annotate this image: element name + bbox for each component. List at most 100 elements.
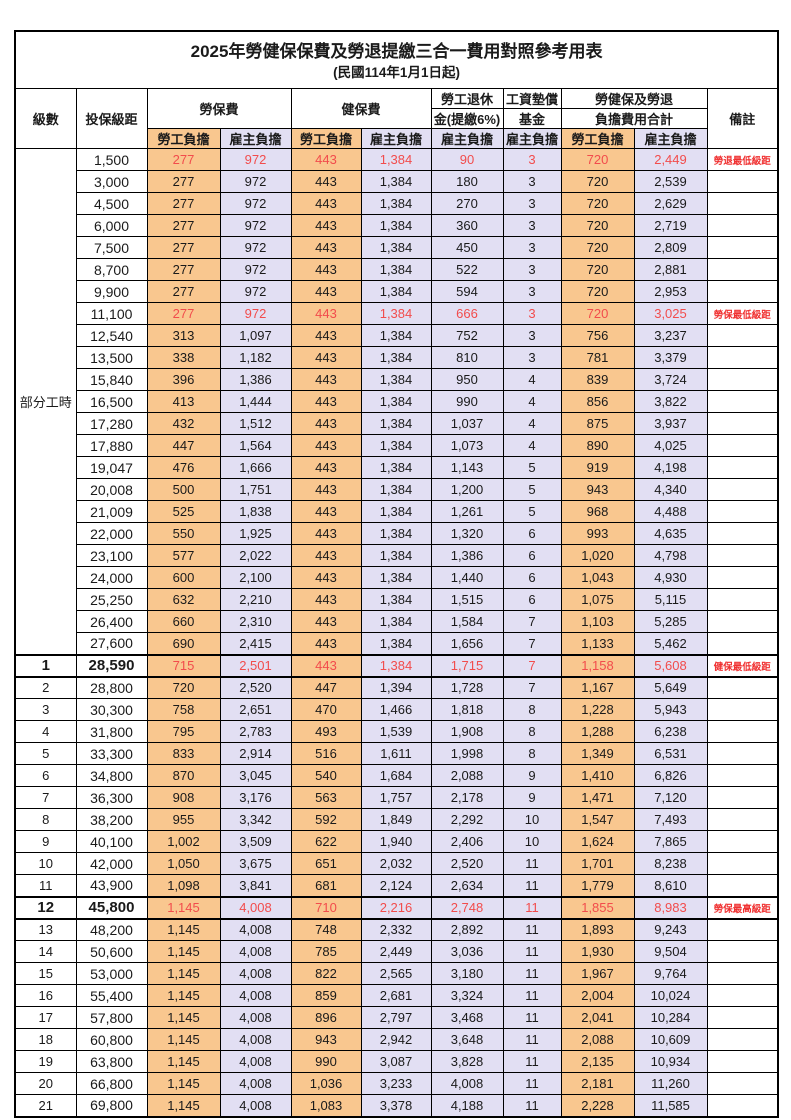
- labor-ins-employer-cell: 972: [219, 258, 292, 281]
- remark-cell: [706, 236, 779, 259]
- pension-employer-cell: 1,728: [430, 676, 504, 699]
- pension-employer-cell: 1,200: [430, 478, 504, 501]
- table-row: 13 48,200 1,145 4,008 748 2,332 2,892 11 1,893 9,…: [14, 918, 779, 941]
- total-employer-cell: 5,115: [633, 588, 708, 611]
- bracket-cell: 60,800: [75, 1028, 148, 1051]
- health-ins-employee-cell: 443: [290, 192, 362, 215]
- health-ins-employer-cell: 1,384: [360, 302, 432, 325]
- total-employer-cell: 10,284: [633, 1006, 708, 1029]
- labor-ins-employer-cell: 4,008: [219, 1050, 292, 1073]
- total-employee-cell: 2,088: [560, 1028, 635, 1051]
- total-employer-cell: 10,024: [633, 984, 708, 1007]
- labor-ins-employer-cell: 4,008: [219, 1028, 292, 1051]
- total-employee-cell: 1,701: [560, 852, 635, 875]
- table-row: 19 63,800 1,145 4,008 990 3,087 3,828 11 2,135 10…: [14, 1050, 779, 1073]
- health-ins-employee-cell: 592: [290, 808, 362, 831]
- total-employer-cell: 3,724: [633, 368, 708, 391]
- level-cell: 1: [14, 653, 77, 678]
- wage-fund-employer-cell: 3: [502, 148, 562, 171]
- health-ins-employee-cell: 443: [290, 368, 362, 391]
- table-row: 4,500 277 972 443 1,384 270 3 720 2,629: [15, 192, 779, 215]
- labor-ins-employee-cell: 500: [146, 478, 221, 501]
- bracket-cell: 43,900: [75, 874, 148, 897]
- total-employee-cell: 1,228: [560, 698, 635, 721]
- health-ins-employer-cell: 2,942: [360, 1028, 432, 1051]
- bracket-cell: 38,200: [75, 808, 148, 831]
- total-employer-cell: 7,865: [633, 830, 708, 853]
- labor-ins-employee-cell: 525: [146, 500, 221, 523]
- total-employer-cell: 3,237: [633, 324, 708, 347]
- health-ins-employee-cell: 622: [290, 830, 362, 853]
- total-employer-cell: 2,719: [633, 214, 708, 237]
- total-employer-cell: 10,609: [633, 1028, 708, 1051]
- bracket-cell: 13,500: [75, 346, 148, 369]
- remark-cell: [706, 566, 779, 589]
- wage-fund-employer-cell: 11: [502, 852, 562, 875]
- labor-ins-employer-cell: 2,783: [219, 720, 292, 743]
- health-ins-employer-cell: 1,384: [360, 610, 432, 633]
- health-ins-employer-cell: 1,384: [360, 456, 432, 479]
- labor-ins-employee-cell: 1,145: [146, 1006, 221, 1029]
- subheader-labor-employee: 勞工負擔: [146, 128, 221, 149]
- total-employee-cell: 1,158: [560, 653, 635, 678]
- pension-employer-cell: 1,515: [430, 588, 504, 611]
- table-row: 8 38,200 955 3,342 592 1,849 2,292 10 1,547 7,493: [14, 808, 779, 831]
- pension-employer-cell: 2,292: [430, 808, 504, 831]
- subheader-health-employee: 勞工負擔: [290, 128, 362, 149]
- health-ins-employee-cell: 443: [290, 632, 362, 655]
- health-ins-employer-cell: 1,466: [360, 698, 432, 721]
- table-row: 17,280 432 1,512 443 1,384 1,037 4 875 3,937: [15, 412, 779, 435]
- health-ins-employer-cell: 1,384: [360, 500, 432, 523]
- table-row: 24,000 600 2,100 443 1,384 1,440 6 1,043 4,930: [15, 566, 779, 589]
- health-ins-employee-cell: 896: [290, 1006, 362, 1029]
- health-ins-employer-cell: 1,384: [360, 236, 432, 259]
- total-employee-cell: 781: [560, 346, 635, 369]
- bracket-cell: 53,000: [75, 962, 148, 985]
- total-employer-cell: 3,379: [633, 346, 708, 369]
- total-employee-cell: 856: [560, 390, 635, 413]
- bracket-cell: 22,000: [75, 522, 148, 545]
- labor-ins-employer-cell: 1,444: [219, 390, 292, 413]
- total-employer-cell: 11,260: [633, 1072, 708, 1095]
- table-row: 16 55,400 1,145 4,008 859 2,681 3,324 11 2,004 10…: [14, 984, 779, 1007]
- total-employee-cell: 1,349: [560, 742, 635, 765]
- pension-employer-cell: 2,748: [430, 895, 504, 920]
- remark-cell: [706, 214, 779, 237]
- labor-ins-employer-cell: 2,210: [219, 588, 292, 611]
- table-row: 15,840 396 1,386 443 1,384 950 4 839 3,724: [15, 368, 779, 391]
- total-employer-cell: 2,809: [633, 236, 708, 259]
- labor-ins-employer-cell: 972: [219, 280, 292, 303]
- wage-fund-employer-cell: 3: [502, 170, 562, 193]
- pension-employer-cell: 3,036: [430, 940, 504, 963]
- total-employee-cell: 720: [560, 302, 635, 325]
- col-header-total-line1: 勞健保及勞退: [560, 88, 708, 109]
- health-ins-employer-cell: 2,797: [360, 1006, 432, 1029]
- level-cell: 13: [14, 918, 77, 941]
- wage-fund-employer-cell: 3: [502, 258, 562, 281]
- health-ins-employer-cell: 1,384: [360, 214, 432, 237]
- health-ins-employee-cell: 1,036: [290, 1072, 362, 1095]
- remark-cell: [706, 918, 779, 941]
- bracket-cell: 33,300: [75, 742, 148, 765]
- bracket-cell: 26,400: [75, 610, 148, 633]
- health-ins-employer-cell: 2,332: [360, 918, 432, 941]
- pension-employer-cell: 522: [430, 258, 504, 281]
- total-employee-cell: 2,041: [560, 1006, 635, 1029]
- labor-ins-employee-cell: 338: [146, 346, 221, 369]
- labor-ins-employer-cell: 2,520: [219, 676, 292, 699]
- pension-employer-cell: 1,037: [430, 412, 504, 435]
- remark-cell: [706, 830, 779, 853]
- total-employee-cell: 890: [560, 434, 635, 457]
- table-row: 8,700 277 972 443 1,384 522 3 720 2,881: [15, 258, 779, 281]
- remark-cell: [706, 962, 779, 985]
- labor-ins-employee-cell: 1,145: [146, 962, 221, 985]
- labor-ins-employee-cell: 1,145: [146, 1050, 221, 1073]
- labor-ins-employer-cell: 4,008: [219, 1072, 292, 1095]
- wage-fund-employer-cell: 11: [502, 1072, 562, 1095]
- total-employer-cell: 11,585: [633, 1094, 708, 1117]
- health-ins-employee-cell: 443: [290, 390, 362, 413]
- pension-employer-cell: 3,324: [430, 984, 504, 1007]
- labor-ins-employee-cell: 577: [146, 544, 221, 567]
- wage-fund-employer-cell: 7: [502, 653, 562, 678]
- total-employer-cell: 7,493: [633, 808, 708, 831]
